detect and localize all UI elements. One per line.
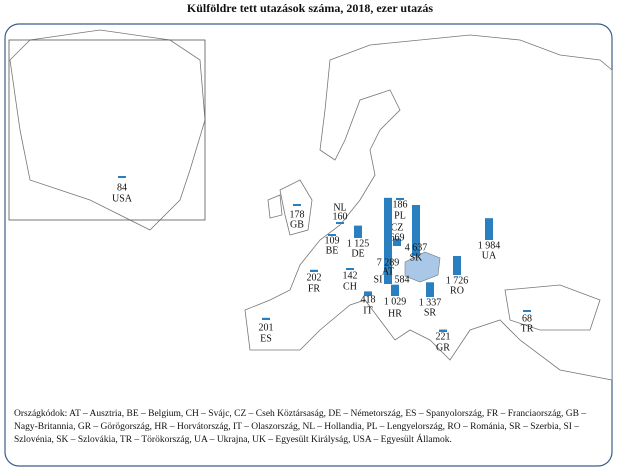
value-label: 418 (361, 294, 376, 305)
bar (523, 310, 531, 312)
value-label: 1 029 (384, 296, 407, 307)
bar (293, 204, 301, 206)
bar (391, 284, 399, 296)
country-code: NL (333, 202, 346, 213)
country-code: BE (326, 245, 339, 256)
bar (412, 204, 420, 256)
hungary (404, 251, 441, 283)
country-code: GR (436, 342, 450, 353)
bar (262, 317, 270, 320)
bar (310, 269, 318, 272)
value-label: 186 (393, 199, 408, 210)
country-code: SI (374, 274, 383, 285)
value-label: 178 (290, 209, 305, 220)
bar (485, 218, 493, 240)
bar (453, 256, 461, 275)
country-code: CZ (391, 222, 404, 233)
value-label: 669 (390, 232, 405, 243)
bar (364, 291, 372, 296)
bar (396, 197, 404, 200)
country-code: CH (343, 281, 357, 292)
value-label: 1 984 (478, 240, 501, 251)
country-code: SK (410, 252, 424, 263)
value-label: 4 637 (405, 242, 428, 253)
country-code: FR (308, 283, 321, 294)
country-code: AT (382, 266, 394, 277)
inset-frame (8, 39, 206, 221)
country-code: DE (351, 248, 364, 259)
bar (346, 268, 354, 270)
value-label: 109 (325, 235, 340, 246)
value-label: 68 (522, 313, 532, 324)
bar (439, 329, 447, 332)
country-code: UA (482, 250, 497, 261)
bar (426, 282, 434, 297)
country-code: RO (450, 285, 464, 296)
country-code: HR (388, 308, 402, 319)
value-label: 1 726 (446, 275, 469, 286)
bar (393, 238, 401, 246)
country-code: ES (260, 333, 272, 344)
country-code: TR (521, 323, 534, 334)
value-label: 1 337 (419, 297, 442, 308)
value-label: 84 (117, 182, 127, 193)
country-code: SR (424, 307, 437, 318)
country-code: PL (394, 210, 406, 221)
note: Országkódok: AT – Ausztria, BE – Belgium… (14, 409, 587, 445)
bar (336, 222, 344, 224)
value-label: 202 (307, 272, 322, 283)
value-label: 7 289 (377, 257, 400, 268)
value-label: 1 125 (347, 238, 370, 249)
bar (354, 225, 362, 238)
bar (328, 234, 336, 236)
value-label: 160 (333, 211, 348, 222)
land (9, 29, 613, 381)
title: Külföldre tett utazások száma, 2018, eze… (187, 1, 434, 15)
value-label: 201 (259, 322, 274, 333)
country-code: GB (290, 219, 304, 230)
value-label: 142 (343, 270, 358, 281)
country-code: IT (363, 305, 372, 316)
bar (384, 277, 392, 284)
bar (118, 176, 126, 178)
value-label: 221 (436, 331, 451, 342)
country-code: USA (112, 193, 133, 204)
value-label: 584 (395, 274, 410, 285)
bar (384, 197, 392, 278)
